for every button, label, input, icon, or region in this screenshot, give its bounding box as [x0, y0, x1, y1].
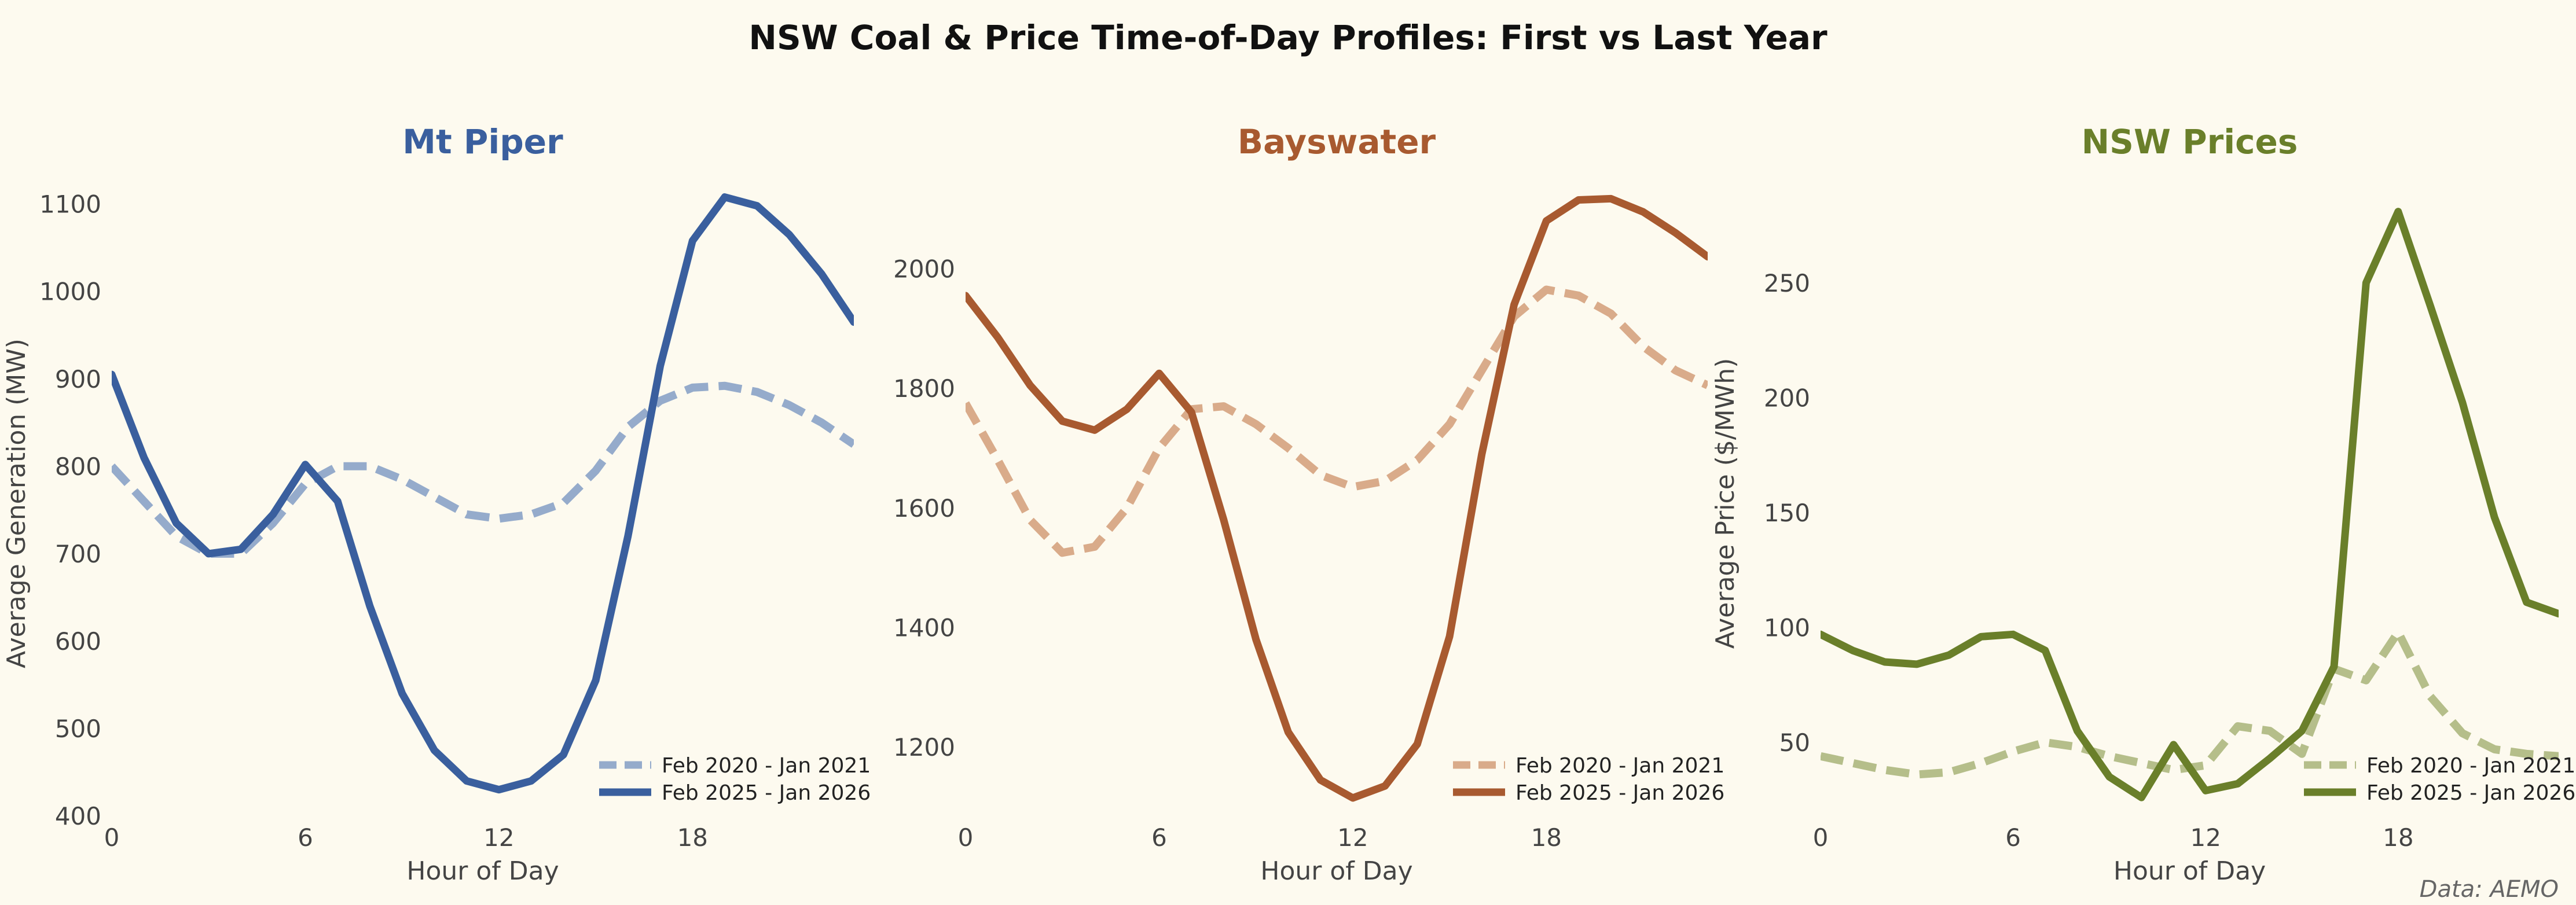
- nsw-prices-ytick-label: 50: [1779, 729, 1810, 757]
- mt-piper-legend-label: Feb 2020 - Jan 2021: [662, 754, 871, 778]
- bayswater-xtick-label: 0: [958, 823, 974, 852]
- mt-piper-panel: Mt Piper 400 500 600 700 800 900 1000 1100 0 6 12 18…: [2, 122, 871, 886]
- bayswater-xtick-label: 18: [1531, 823, 1562, 852]
- nsw-prices-xtick-label: 6: [2005, 823, 2021, 852]
- nsw-prices-xtick-label: 0: [1813, 823, 1829, 852]
- bayswater-ytick-label: 2000: [893, 255, 955, 283]
- figure-title: NSW Coal & Price Time-of-Day Profiles: F…: [748, 18, 1828, 57]
- mt-piper-xtick-label: 18: [677, 823, 708, 852]
- bayswater-xtick-label: 12: [1337, 823, 1368, 852]
- mt-piper-ytick-label: 700: [55, 540, 101, 568]
- bayswater-series-first-year-line: [966, 285, 1708, 557]
- bayswater-ytick-label: 1800: [893, 374, 955, 403]
- nsw-prices-ytick-label: 200: [1764, 384, 1810, 412]
- mt-piper-plot-area: [112, 193, 854, 794]
- nsw-prices-series-last-year-line: [1821, 208, 2559, 801]
- mt-piper-xtick-label: 6: [298, 823, 313, 852]
- bayswater-ytick-label: 1400: [893, 613, 955, 642]
- nsw-prices-y-axis-label: Average Price ($/MWh): [1711, 358, 1740, 649]
- mt-piper-ytick-label: 800: [55, 453, 101, 481]
- data-credit: Data: AEMO: [2420, 876, 2559, 903]
- mt-piper-ytick-label: 1000: [39, 278, 101, 306]
- nsw-prices-legend-label: Feb 2020 - Jan 2021: [2366, 754, 2575, 778]
- mt-piper-ytick-label: 1100: [39, 190, 101, 219]
- nsw-prices-title: NSW Prices: [2082, 122, 2298, 161]
- bayswater-series-last-year-line: [966, 194, 1708, 802]
- mt-piper-legend-label: Feb 2025 - Jan 2026: [662, 781, 871, 805]
- nsw-prices-ytick-label: 250: [1764, 269, 1810, 297]
- nsw-prices-xtick-label: 12: [2190, 823, 2221, 852]
- bayswater-x-axis-label: Hour of Day: [1260, 856, 1412, 886]
- bayswater-ytick-label: 1200: [893, 733, 955, 761]
- bayswater-ytick-label: 1600: [893, 494, 955, 523]
- mt-piper-xtick-label: 0: [104, 823, 120, 852]
- mt-piper-series-first-year-line: [112, 381, 854, 558]
- mt-piper-x-axis-label: Hour of Day: [406, 856, 559, 886]
- bayswater-panel: Bayswater 1200 1400 1600 1800 2000 0 6 12 18 Hour …: [893, 122, 1724, 886]
- nsw-prices-legend-label: Feb 2025 - Jan 2026: [2366, 781, 2575, 805]
- nsw-prices-ytick-label: 150: [1764, 499, 1810, 527]
- mt-piper-series-last-year-line: [112, 193, 854, 794]
- bayswater-plot-area: [966, 194, 1708, 802]
- bayswater-xtick-label: 6: [1151, 823, 1167, 852]
- nsw-prices-x-axis-label: Hour of Day: [2113, 856, 2266, 886]
- bayswater-legend-label: Feb 2025 - Jan 2026: [1515, 781, 1724, 805]
- mt-piper-ytick-label: 900: [55, 365, 101, 393]
- nsw-prices-panel: NSW Prices 50 100 150 200 250 0 6 12 18 Hour of Da…: [1711, 122, 2575, 886]
- bayswater-legend-label: Feb 2020 - Jan 2021: [1515, 754, 1724, 778]
- mt-piper-ytick-label: 600: [55, 627, 101, 656]
- mt-piper-xtick-label: 12: [483, 823, 514, 852]
- nsw-prices-xtick-label: 18: [2383, 823, 2413, 852]
- nsw-prices-plot-area: [1821, 208, 2559, 801]
- nsw-prices-ytick-label: 100: [1764, 613, 1810, 642]
- mt-piper-ytick-label: 500: [55, 715, 101, 743]
- mt-piper-title: Mt Piper: [402, 122, 563, 161]
- mt-piper-ytick-label: 400: [55, 802, 101, 830]
- mt-piper-y-axis-label: Average Generation (MW): [2, 339, 31, 668]
- bayswater-title: Bayswater: [1238, 122, 1436, 161]
